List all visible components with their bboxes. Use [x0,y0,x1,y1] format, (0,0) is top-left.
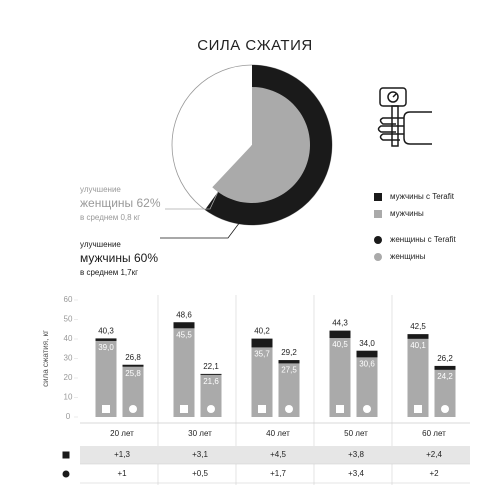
bar-base [200,374,222,417]
table-row-marker [62,470,70,478]
bar-base [329,338,351,417]
table-cell: +4,5 [270,450,286,459]
value-label-base: 40,1 [410,341,426,350]
hand-icon [377,87,432,147]
legend-label: женщины [390,252,426,261]
table-row-bg [80,446,470,464]
value-label-terafit: 44,3 [332,319,348,328]
value-label-terafit: 29,2 [281,348,297,357]
bar-icon [285,405,293,413]
y-tick-label: 50 [64,315,73,324]
table-cell: +0,5 [192,469,208,478]
value-label-base: 27,5 [281,365,297,374]
value-label-terafit: 42,5 [410,322,426,331]
value-label-base: 21,6 [203,377,219,386]
x-tick-label: 40 лет [266,429,290,438]
legend-label: женщины с Terafit [390,235,456,244]
table-cell: +3,1 [192,450,208,459]
bar-base [278,363,300,417]
legend-marker [374,210,382,218]
value-label-base: 35,7 [254,349,270,358]
annotation-lead: улучшение [80,185,121,194]
legend-marker [374,253,382,261]
bar-icon [207,405,215,413]
bar-icon [129,405,137,413]
annotation-note: в среднем 0,8 кг [80,213,140,222]
value-label-base: 45,5 [176,330,192,339]
y-axis-label: сила сжатия, кг [41,330,50,387]
annotation-lead: улучшение [80,240,121,249]
table-cell: +1,7 [270,469,286,478]
annotation-name: мужчины [80,251,131,265]
y-tick-label: 0 [66,412,71,421]
bar-base [434,369,456,417]
bar-base [356,357,378,417]
title: СИЛА СЖАТИЯ [197,37,312,54]
table-cell: +2 [429,469,439,478]
bar-base [251,347,273,417]
table-cell: +1 [117,469,127,478]
value-label-base: 25,8 [125,369,141,378]
annotation-value: женщины 62% [80,196,161,210]
bar-base [122,366,144,417]
bar-icon [258,405,266,413]
value-label-base: 30,6 [359,359,375,368]
value-label-base: 24,2 [437,372,453,381]
legend-label: мужчины [390,209,424,218]
x-tick-label: 50 лет [344,429,368,438]
table-cell: +3,8 [348,450,364,459]
value-label-base: 39,0 [98,343,114,352]
x-tick-label: 30 лет [188,429,212,438]
donut-sector [212,87,311,203]
bar-icon [363,405,371,413]
bar-icon [336,405,344,413]
bar-icon [414,405,422,413]
bar-icon [441,405,449,413]
value-label-terafit: 40,3 [98,327,114,336]
value-label-terafit: 26,2 [437,354,453,363]
annotation-percent: 60% [134,251,158,265]
y-tick-label: 10 [64,393,73,402]
x-tick-label: 20 лет [110,429,134,438]
bar-base [95,340,117,417]
annotation-name: женщины [80,196,133,210]
y-tick-label: 30 [64,354,73,363]
leader-line [160,221,241,239]
annotation-value: мужчины 60% [80,251,158,265]
legend-marker [374,193,382,201]
value-label-terafit: 22,1 [203,362,219,371]
legend-label: мужчины с Terafit [390,192,455,201]
bar-icon [180,405,188,413]
y-tick-label: 40 [64,334,73,343]
y-tick-label: 20 [64,373,73,382]
bar-base [173,328,195,417]
value-label-base: 40,5 [332,340,348,349]
bar-base [407,338,429,417]
table-cell: +2,4 [426,450,442,459]
value-label-terafit: 34,0 [359,339,375,348]
annotation-note: в среднем 1,7кг [80,268,138,277]
leader-line [165,182,223,210]
value-label-terafit: 26,8 [125,353,141,362]
y-tick-label: 60 [64,295,73,304]
annotation-percent: 62% [137,196,161,210]
table-row-marker [62,451,70,459]
value-label-terafit: 40,2 [254,327,270,336]
table-cell: +1,3 [114,450,130,459]
x-tick-label: 60 лет [422,429,446,438]
bar-icon [102,405,110,413]
value-label-terafit: 48,6 [176,310,192,319]
legend-marker [374,236,382,244]
table-cell: +3,4 [348,469,364,478]
